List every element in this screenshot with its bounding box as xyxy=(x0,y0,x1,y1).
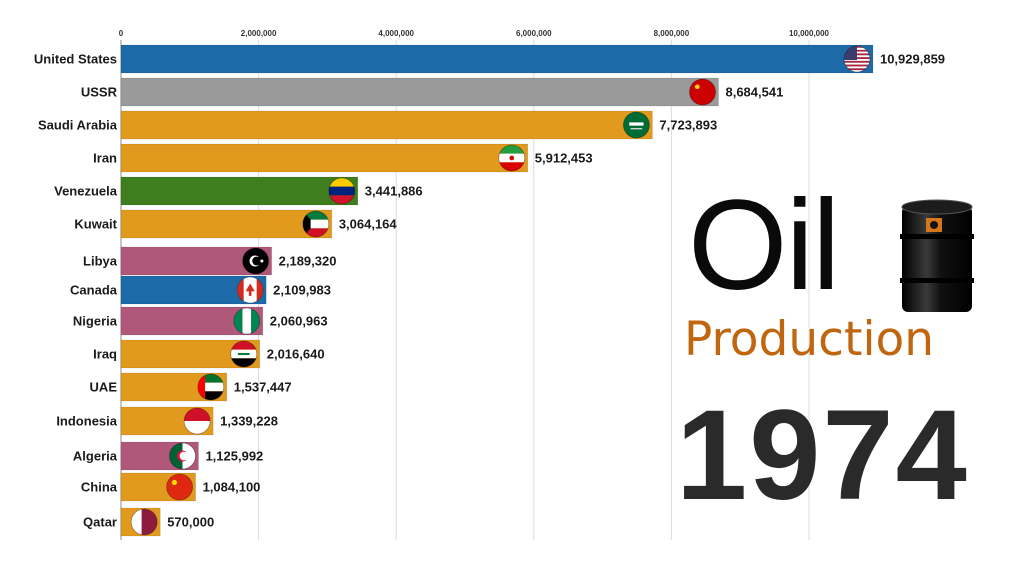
value-label: 3,441,886 xyxy=(365,184,423,199)
category-label: Iraq xyxy=(93,347,117,362)
category-label: UAE xyxy=(90,380,118,395)
category-label: United States xyxy=(34,52,117,67)
value-label: 5,912,453 xyxy=(535,151,593,166)
tick-label: 8,000,000 xyxy=(654,29,690,38)
value-label: 1,084,100 xyxy=(203,480,261,495)
category-label: China xyxy=(81,480,118,495)
category-label: Kuwait xyxy=(74,217,117,232)
value-label: 1,125,992 xyxy=(205,449,263,464)
category-label: Venezuela xyxy=(54,184,118,199)
kuwait-flag-icon xyxy=(302,210,330,238)
canada-flag-icon xyxy=(236,276,264,304)
value-label: 2,189,320 xyxy=(279,254,337,269)
category-label: Libya xyxy=(83,254,118,269)
value-label: 1,339,228 xyxy=(220,414,278,429)
value-label: 7,723,893 xyxy=(659,118,717,133)
usa-flag-icon xyxy=(843,45,871,73)
bar xyxy=(120,176,359,206)
bar xyxy=(120,77,719,107)
iraq-flag-icon xyxy=(230,340,258,368)
indonesia-flag-icon xyxy=(183,407,211,435)
bar xyxy=(120,44,874,74)
category-label: Algeria xyxy=(73,449,118,464)
value-label: 2,016,640 xyxy=(267,347,325,362)
category-label: Nigeria xyxy=(73,314,118,329)
value-label: 570,000 xyxy=(167,515,214,530)
tick-label: 2,000,000 xyxy=(241,29,277,38)
value-label: 2,109,983 xyxy=(273,283,331,298)
category-label: Iran xyxy=(93,151,117,166)
venezuela-flag-icon xyxy=(328,177,356,205)
category-label: Saudi Arabia xyxy=(38,118,118,133)
saudi-arabia-flag-icon xyxy=(623,111,650,139)
ussr-flag-icon xyxy=(689,78,716,106)
bar xyxy=(120,143,529,173)
value-label: 8,684,541 xyxy=(725,85,783,100)
nigeria-flag-icon xyxy=(233,307,261,335)
year-label: 1974 xyxy=(676,384,969,527)
category-label: USSR xyxy=(81,85,118,100)
category-label: Qatar xyxy=(83,515,117,530)
value-label: 2,060,963 xyxy=(270,314,328,329)
china-flag-icon xyxy=(166,473,193,501)
tick-label: 0 xyxy=(119,29,124,38)
value-label: 3,064,164 xyxy=(339,217,398,232)
bar xyxy=(120,110,653,140)
qatar-flag-icon xyxy=(130,508,158,536)
category-label: Indonesia xyxy=(56,414,117,429)
value-label: 1,537,447 xyxy=(234,380,292,395)
uae-flag-icon xyxy=(197,373,225,401)
category-label: Canada xyxy=(70,283,118,298)
tick-label: 4,000,000 xyxy=(378,29,414,38)
oil-barrel-icon xyxy=(900,199,974,312)
algeria-flag-icon xyxy=(169,442,196,470)
libya-flag-icon xyxy=(242,247,270,275)
subtitle-production: Production xyxy=(684,312,935,367)
title-oil: Oil xyxy=(688,174,840,317)
tick-label: 6,000,000 xyxy=(516,29,552,38)
tick-label: 10,000,000 xyxy=(789,29,830,38)
value-label: 10,929,859 xyxy=(880,52,945,67)
bar xyxy=(120,209,333,239)
iran-flag-icon xyxy=(498,144,526,172)
